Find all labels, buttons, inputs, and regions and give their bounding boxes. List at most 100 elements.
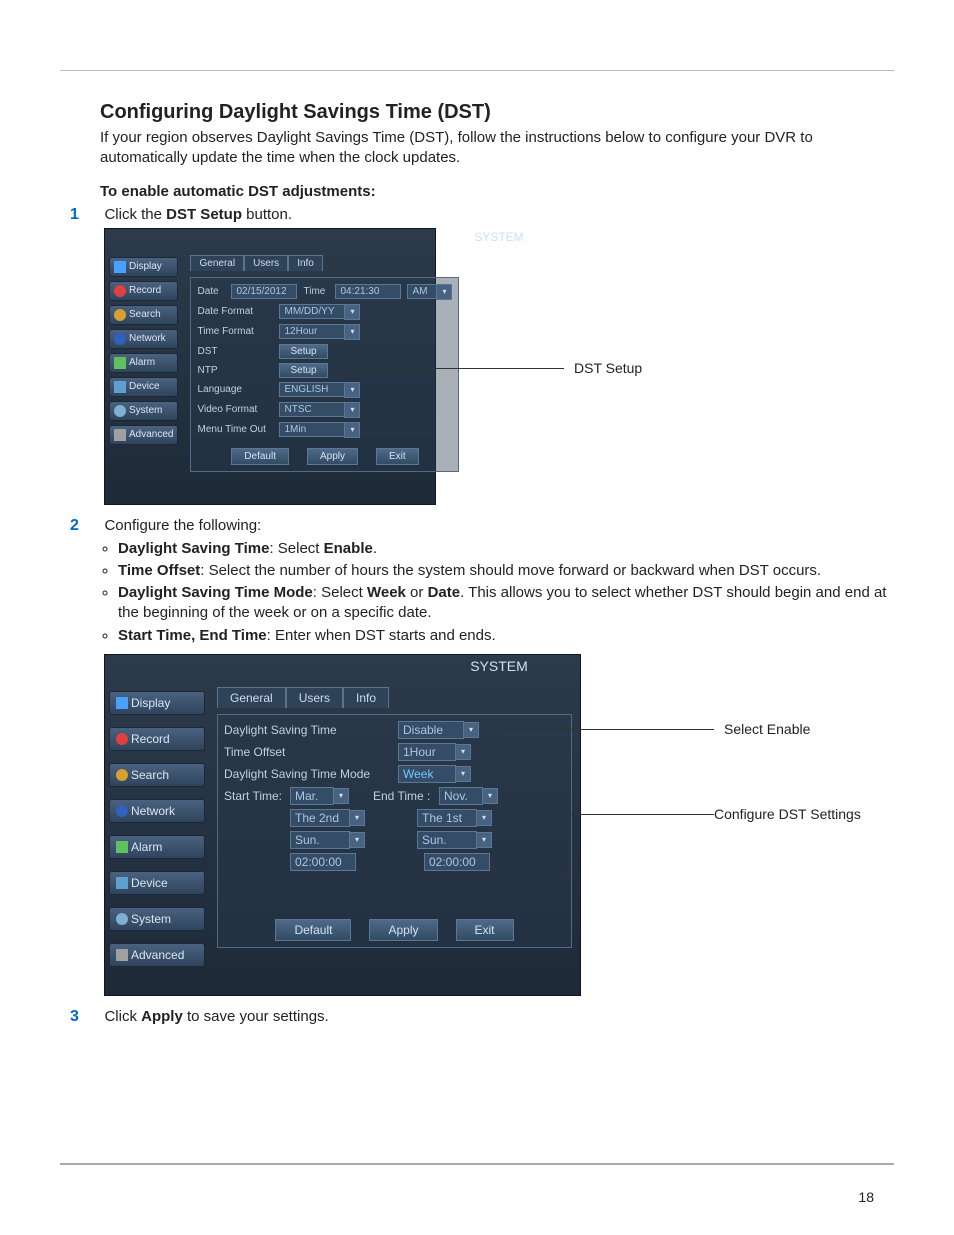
tab-general[interactable]: General bbox=[217, 687, 286, 708]
menu-timeout-select[interactable]: 1Min▾ bbox=[279, 422, 360, 438]
sidebar-item-network[interactable]: Network bbox=[109, 799, 205, 823]
dst-setup-button[interactable]: Setup bbox=[279, 344, 327, 359]
time-offset-select[interactable]: 1Hour▾ bbox=[398, 743, 471, 761]
date-format-select[interactable]: MM/DD/YY▾ bbox=[279, 304, 360, 320]
tab-users[interactable]: Users bbox=[286, 687, 343, 708]
default-button[interactable]: Default bbox=[275, 919, 351, 941]
sidebar-item-label: Display bbox=[131, 696, 170, 710]
chevron-down-icon: ▾ bbox=[455, 766, 471, 782]
step-1-text: Click the DST Setup button. bbox=[104, 206, 292, 223]
menu-timeout-label: Menu Time Out bbox=[197, 424, 273, 435]
dvr-window-title: SYSTEM bbox=[104, 228, 894, 246]
sidebar-item-advanced[interactable]: Advanced bbox=[109, 425, 178, 445]
search-icon bbox=[114, 309, 126, 321]
video-format-select[interactable]: NTSC▾ bbox=[279, 402, 360, 418]
network-icon bbox=[114, 333, 126, 345]
device-icon bbox=[116, 877, 128, 889]
sidebar-item-label: Record bbox=[131, 732, 170, 746]
sidebar-item-search[interactable]: Search bbox=[109, 305, 178, 325]
sidebar-item-record[interactable]: Record bbox=[109, 727, 205, 751]
chevron-down-icon: ▾ bbox=[455, 744, 471, 760]
tab-users[interactable]: Users bbox=[244, 255, 288, 271]
start-week-select[interactable]: The 2nd▾ bbox=[290, 809, 365, 827]
tab-info[interactable]: Info bbox=[288, 255, 323, 271]
callout-dst-setup: DST Setup bbox=[574, 360, 714, 376]
tab-info[interactable]: Info bbox=[343, 687, 389, 708]
start-month-select[interactable]: Mar.▾ bbox=[290, 787, 349, 805]
footer-rule bbox=[60, 1163, 894, 1165]
date-format-label: Date Format bbox=[197, 306, 273, 317]
time-format-select[interactable]: 12Hour▾ bbox=[279, 324, 360, 340]
display-icon bbox=[114, 261, 126, 273]
time-field[interactable]: 04:21:30 bbox=[335, 284, 401, 299]
bullet-time-offset: Time Offset: Select the number of hours … bbox=[118, 561, 894, 581]
sidebar-item-label: Search bbox=[129, 309, 161, 320]
language-label: Language bbox=[197, 384, 273, 395]
sidebar-item-system[interactable]: System bbox=[109, 401, 178, 421]
sidebar-item-display[interactable]: Display bbox=[109, 257, 178, 277]
callout-line: Configure DST Settings bbox=[566, 814, 714, 815]
device-icon bbox=[114, 381, 126, 393]
date-field[interactable]: 02/15/2012 bbox=[231, 284, 297, 299]
display-icon bbox=[116, 697, 128, 709]
step-2-text: Configure the following: bbox=[104, 517, 261, 534]
start-day-select[interactable]: Sun.▾ bbox=[290, 831, 365, 849]
callout-select-enable: Select Enable bbox=[724, 721, 864, 737]
video-format-label: Video Format bbox=[197, 404, 273, 415]
sidebar-item-search[interactable]: Search bbox=[109, 763, 205, 787]
chevron-down-icon: ▾ bbox=[482, 788, 498, 804]
sidebar-item-label: System bbox=[129, 405, 162, 416]
bullet-dst-enable: Daylight Saving Time: Select Enable. bbox=[118, 539, 894, 559]
dst-mode-label: Daylight Saving Time Mode bbox=[224, 767, 392, 781]
page-number: 18 bbox=[858, 1189, 874, 1205]
sidebar-item-record[interactable]: Record bbox=[109, 281, 178, 301]
sidebar-item-network[interactable]: Network bbox=[109, 329, 178, 349]
chevron-down-icon: ▾ bbox=[344, 402, 360, 418]
dst-mode-select[interactable]: Week▾ bbox=[398, 765, 471, 783]
sidebar-item-device[interactable]: Device bbox=[109, 871, 205, 895]
dvr-screenshot-1: SYSTEM Display Record Search Network Ala… bbox=[104, 228, 436, 505]
sidebar-item-label: Device bbox=[129, 381, 160, 392]
exit-button[interactable]: Exit bbox=[376, 448, 419, 465]
system-icon bbox=[114, 405, 126, 417]
dvr-window-title: SYSTEM bbox=[104, 654, 894, 678]
ampm-select[interactable]: AM▾ bbox=[407, 284, 452, 300]
alarm-icon bbox=[114, 357, 126, 369]
end-month-select[interactable]: Nov.▾ bbox=[439, 787, 498, 805]
language-select[interactable]: ENGLISH▾ bbox=[279, 382, 360, 398]
network-icon bbox=[116, 805, 128, 817]
dst-enable-select[interactable]: Disable▾ bbox=[398, 721, 479, 739]
end-time-field[interactable]: 02:00:00 bbox=[424, 853, 490, 871]
step-3-text: Click Apply to save your settings. bbox=[104, 1008, 328, 1025]
sidebar-item-alarm[interactable]: Alarm bbox=[109, 353, 178, 373]
dst-label: DST bbox=[197, 346, 273, 357]
sidebar-item-system[interactable]: System bbox=[109, 907, 205, 931]
sidebar-item-device[interactable]: Device bbox=[109, 377, 178, 397]
callout-line: DST Setup bbox=[364, 368, 564, 369]
step-number: 1 bbox=[70, 206, 90, 224]
tab-general[interactable]: General bbox=[190, 255, 244, 271]
start-time-field[interactable]: 02:00:00 bbox=[290, 853, 356, 871]
system-icon bbox=[116, 913, 128, 925]
apply-button[interactable]: Apply bbox=[307, 448, 358, 465]
end-week-select[interactable]: The 1st▾ bbox=[417, 809, 492, 827]
chevron-down-icon: ▾ bbox=[476, 810, 492, 826]
apply-button[interactable]: Apply bbox=[369, 919, 437, 941]
end-day-select[interactable]: Sun.▾ bbox=[417, 831, 492, 849]
sidebar-item-alarm[interactable]: Alarm bbox=[109, 835, 205, 859]
chevron-down-icon: ▾ bbox=[436, 284, 452, 300]
bullet-dst-mode: Daylight Saving Time Mode: Select Week o… bbox=[118, 583, 894, 624]
intro-text: If your region observes Daylight Savings… bbox=[100, 128, 894, 169]
sidebar-item-advanced[interactable]: Advanced bbox=[109, 943, 205, 967]
sidebar-item-label: Advanced bbox=[131, 948, 184, 962]
chevron-down-icon: ▾ bbox=[333, 788, 349, 804]
sidebar-item-label: Display bbox=[129, 261, 162, 272]
subheading: To enable automatic DST adjustments: bbox=[100, 183, 894, 200]
ntp-label: NTP bbox=[197, 365, 273, 376]
chevron-down-icon: ▾ bbox=[344, 422, 360, 438]
exit-button[interactable]: Exit bbox=[456, 919, 514, 941]
default-button[interactable]: Default bbox=[231, 448, 289, 465]
sidebar-item-display[interactable]: Display bbox=[109, 691, 205, 715]
sidebar-item-label: Alarm bbox=[129, 357, 155, 368]
ntp-setup-button[interactable]: Setup bbox=[279, 363, 327, 378]
